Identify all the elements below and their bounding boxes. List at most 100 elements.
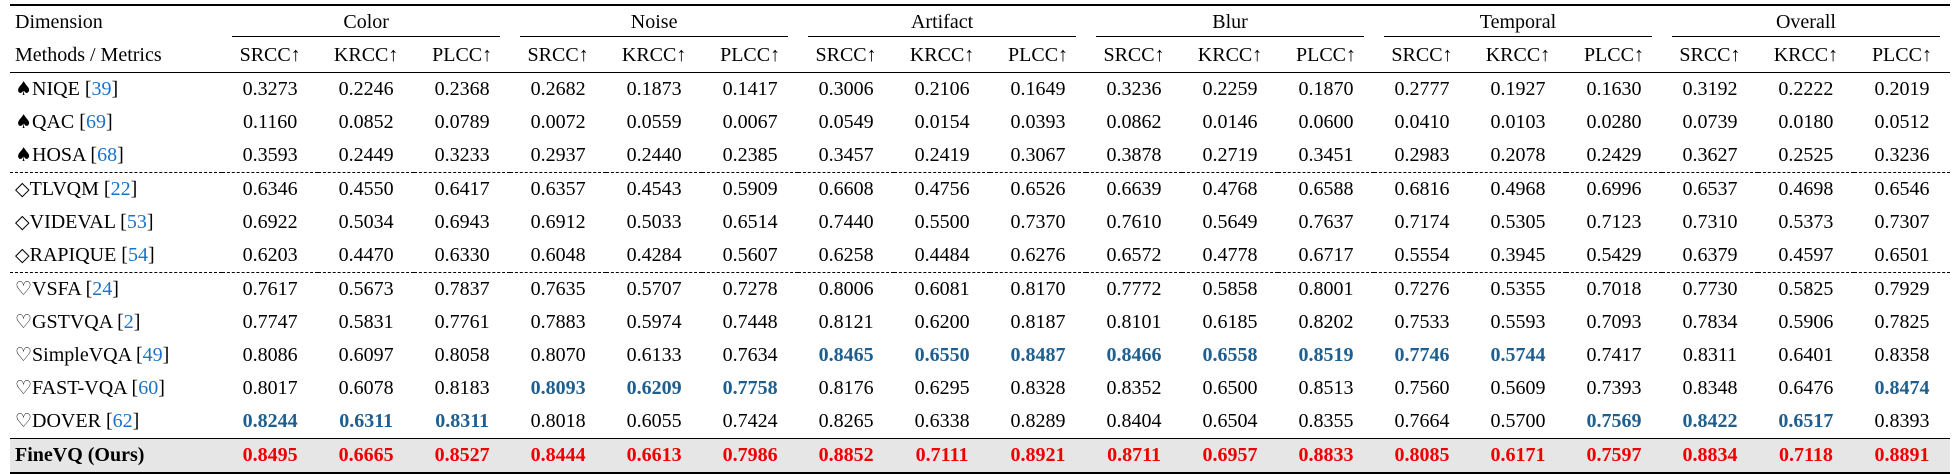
metric-value: 0.0512 [1874,111,1930,133]
metric-value: 0.5974 [626,311,682,333]
citation-ref[interactable]: 54 [127,244,148,266]
metric-value: 0.6295 [914,377,970,399]
metric-value: 0.7883 [530,311,586,333]
metric-value: 0.2106 [914,78,970,100]
metric-value: 0.8244 [242,410,298,432]
method-category-symbol: ♠ [15,78,33,100]
table-row: ◇VIDEVAL [53] 0.6922 0.5034 0.6943 0.6912 0.5… [10,206,1950,239]
metric-value: 0.7569 [1586,410,1642,432]
metric-value: 0.5858 [1182,272,1279,306]
metric-value: 0.5034 [338,211,394,233]
metric-value: 0.1160 [243,111,298,133]
metric-value: 0.1870 [1298,78,1354,100]
metric-value-best: 0.8085 [1374,438,1470,474]
metric-value-best: 0.6613 [606,438,703,474]
metric-value: 0.8393 [1874,410,1930,432]
metric-header: KRCC↑ [318,39,415,73]
metric-value: 0.6078 [338,377,394,399]
metric-value: 0.7772 [1086,272,1183,306]
metric-value: 0.6055 [626,410,682,432]
metric-value: 0.7424 [722,410,778,432]
citation-ref[interactable]: 60 [138,377,159,399]
citation-ref[interactable]: 68 [97,144,118,166]
method-category-symbol: ◇ [15,244,30,266]
metric-value: 0.6639 [1086,172,1183,206]
citation-ref[interactable]: 39 [91,78,112,100]
method-name: SimpleVQA [32,344,131,366]
metric-value: 0.3273 [242,78,298,100]
metric-value: 0.6200 [914,311,970,333]
citation-ref[interactable]: 53 [126,211,147,233]
citation-ref[interactable]: 22 [110,178,131,200]
metric-value: 0.4470 [338,244,394,266]
citation-ref[interactable]: 69 [85,111,106,133]
metric-header: PLCC↑ [702,39,799,73]
metric-value: 0.7610 [1106,211,1162,233]
metric-value: 0.3067 [1010,144,1066,166]
dimension-label: Dimension [10,4,223,39]
metric-value: 0.6379 [1682,244,1738,266]
metric-header: PLCC↑ [990,39,1087,73]
metric-value: 0.5033 [626,211,682,233]
metric-value: 0.6717 [1298,244,1354,266]
metric-value: 0.6476 [1778,377,1834,399]
metric-value-best: 0.6665 [318,438,415,474]
header-row-metrics: Methods / Metrics SRCC↑ KRCC↑ PLCC↑ SRCC↑ KR… [10,39,1950,73]
method-name: VSFA [32,278,81,300]
table-row: ◇TLVQM [22] 0.6346 0.4550 0.6417 0.6357 0.454… [10,172,1950,206]
method-category-symbol: ♠ [15,111,33,133]
metric-value: 0.2246 [338,78,394,100]
metric-value: 0.7448 [722,311,778,333]
metric-value: 0.8358 [1874,344,1930,366]
metric-header: PLCC↑ [414,39,511,73]
citation-ref[interactable]: 24 [92,278,113,300]
metric-value: 0.3233 [434,144,490,166]
method-name-cell: ◇VIDEVAL [53] [15,211,154,233]
method-category-symbol: ♠ [15,144,33,166]
metric-value: 0.8001 [1278,272,1374,306]
metric-value: 0.8422 [1682,410,1738,432]
metric-value: 0.6330 [434,244,490,266]
metric-value: 0.5554 [1394,244,1450,266]
metric-value: 0.5649 [1202,211,1258,233]
metric-value-best: 0.7597 [1565,438,1662,474]
metric-value: 0.3451 [1298,144,1354,166]
metric-value: 0.8183 [434,377,490,399]
metric-value: 0.6081 [894,272,991,306]
metric-value: 0.8006 [798,272,895,306]
metric-value: 0.0549 [818,111,874,133]
metric-value: 0.7174 [1394,211,1450,233]
method-name: FineVQ (Ours) [10,438,223,474]
method-name-cell: ♠QAC [69] [15,111,113,133]
metric-value: 0.5707 [606,272,703,306]
metric-header: KRCC↑ [606,39,703,73]
metric-value: 0.5373 [1778,211,1834,233]
table-row: ♡DOVER [62] 0.8244 0.6311 0.8311 0.8018 0.605… [10,405,1950,439]
metric-value: 0.8170 [990,272,1087,306]
metric-value: 0.6501 [1874,244,1930,266]
metric-value: 0.8311 [435,410,490,432]
methods-metrics-label: Methods / Metrics [10,39,223,73]
metric-header: SRCC↑ [798,39,895,73]
metric-value-best: 0.6957 [1182,438,1279,474]
metric-value: 0.6357 [510,172,607,206]
citation-ref[interactable]: 2 [123,311,134,333]
metric-header: SRCC↑ [1661,39,1758,73]
metric-value: 0.6338 [914,410,970,432]
citation-ref[interactable]: 49 [142,344,163,366]
metric-header: KRCC↑ [1469,39,1566,73]
metric-value: 0.0559 [626,111,682,133]
table-row-ours: FineVQ (Ours) 0.8495 0.6665 0.8527 0.8444 0.6… [10,438,1950,474]
metric-value: 0.3457 [818,144,874,166]
header-row-dimensions: Dimension Color Noise Artifact Blur Temp… [10,4,1950,39]
metric-value: 0.6048 [530,244,586,266]
metric-value: 0.2419 [914,144,970,166]
citation-ref[interactable]: 62 [112,410,133,432]
metric-value: 0.5609 [1490,377,1546,399]
metric-value-best: 0.8921 [990,438,1087,474]
metric-value: 0.0862 [1106,111,1162,133]
metric-value: 0.0280 [1586,111,1642,133]
metric-value: 0.7560 [1394,377,1450,399]
metric-value: 0.8070 [530,344,586,366]
metric-header: KRCC↑ [1182,39,1279,73]
